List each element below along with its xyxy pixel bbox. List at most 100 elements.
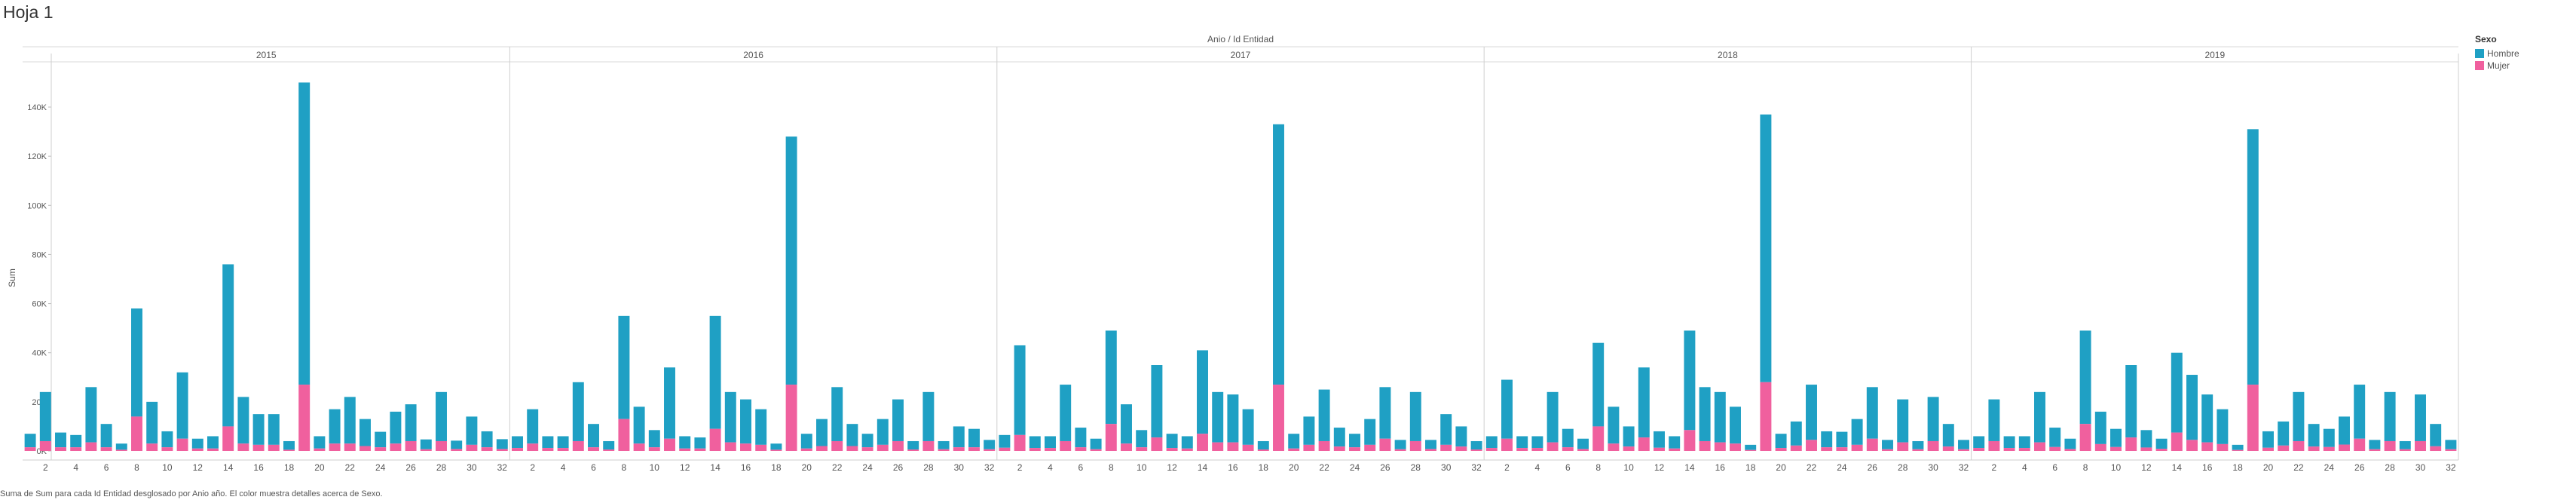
bar-mujer-2015-7 (115, 449, 127, 451)
bar-hombre-2018-6 (1562, 428, 1574, 448)
bar-mujer-2016-16 (740, 443, 751, 451)
bar-mujer-2016-17 (755, 444, 767, 451)
bar-mujer-2017-27 (1394, 449, 1406, 451)
legend-label-hombre: Hombre (2487, 48, 2519, 59)
bar-hombre-2017-13 (1181, 436, 1193, 449)
x-tick-label: 26 (2354, 462, 2365, 473)
bar-mujer-2015-26 (405, 440, 417, 451)
legend-swatch-mujer (2475, 61, 2484, 70)
bar-mujer-2016-23 (846, 446, 858, 451)
bar-mujer-2019-22 (2293, 440, 2305, 451)
bar-mujer-2018-12 (1654, 447, 1665, 451)
legend-swatch-hombre (2475, 49, 2484, 58)
bar-hombre-2019-16 (2201, 394, 2213, 443)
bar-mujer-2019-18 (2232, 449, 2244, 451)
bar-hombre-2019-11 (2125, 365, 2137, 438)
x-tick-label: 22 (1807, 462, 1817, 473)
bar-mujer-2019-17 (2217, 443, 2229, 451)
x-tick-label: 16 (2202, 462, 2213, 473)
bar-mujer-2015-11 (176, 438, 188, 451)
bar-hombre-2017-19 (1273, 124, 1284, 385)
bar-hombre-2017-10 (1136, 430, 1148, 448)
bar-hombre-2015-22 (344, 397, 356, 444)
bar-hombre-2017-3 (1029, 436, 1041, 449)
bar-hombre-2019-12 (2140, 430, 2152, 448)
legend-item-hombre[interactable]: Hombre (2475, 48, 2519, 60)
bar-mujer-2016-22 (831, 440, 843, 451)
bar-mujer-2017-28 (1409, 440, 1421, 451)
bar-hombre-2015-2 (39, 391, 51, 441)
bar-mujer-2017-16 (1227, 442, 1239, 451)
bar-mujer-2019-20 (2262, 447, 2274, 451)
bar-mujer-2019-16 (2201, 442, 2213, 451)
bar-mujer-2017-9 (1121, 443, 1132, 451)
bar-mujer-2015-6 (100, 447, 112, 451)
bar-mujer-2015-5 (85, 442, 97, 451)
bar-mujer-2017-8 (1105, 424, 1117, 451)
x-tick-label: 4 (2022, 462, 2027, 473)
bar-hombre-2017-9 (1121, 404, 1132, 444)
x-tick-label: 2 (43, 462, 48, 473)
bar-mujer-2019-4 (2018, 448, 2030, 451)
bar-mujer-2018-32 (1958, 449, 1969, 451)
bar-mujer-2015-13 (207, 448, 219, 451)
bar-hombre-2015-21 (329, 409, 341, 444)
bar-hombre-2019-2 (1988, 399, 2000, 441)
x-tick-label: 4 (1048, 462, 1053, 473)
bar-mujer-2017-25 (1364, 444, 1376, 451)
x-tick-label: 28 (923, 462, 934, 473)
bar-mujer-2016-5 (572, 440, 584, 451)
x-tick-label: 30 (954, 462, 965, 473)
x-tick-label: 20 (802, 462, 812, 473)
bar-mujer-2017-30 (1440, 444, 1452, 451)
y-tick-label: 60K (32, 300, 47, 309)
bar-mujer-2017-32 (1470, 449, 1482, 451)
bar-mujer-2018-10 (1623, 446, 1635, 451)
x-tick-label: 16 (1715, 462, 1726, 473)
bar-mujer-2015-32 (496, 449, 508, 451)
bar-mujer-2015-9 (146, 443, 158, 451)
bar-mujer-2017-7 (1090, 449, 1102, 451)
bar-mujer-2015-28 (436, 440, 447, 451)
bar-hombre-2015-25 (390, 411, 402, 444)
bar-hombre-2018-26 (1866, 387, 1878, 439)
bar-mujer-2015-30 (466, 444, 478, 451)
bar-mujer-2017-23 (1333, 446, 1345, 451)
bar-hombre-2019-25 (2339, 416, 2350, 445)
bar-hombre-2019-7 (2064, 438, 2076, 449)
legend-item-mujer[interactable]: Mujer (2475, 60, 2519, 72)
bar-hombre-2018-5 (1547, 391, 1559, 443)
bar-hombre-2017-17 (1242, 409, 1254, 445)
bar-hombre-2016-10 (648, 430, 660, 448)
bar-hombre-2019-21 (2278, 421, 2290, 446)
bar-hombre-2015-9 (146, 401, 158, 444)
bar-hombre-2015-16 (252, 414, 265, 445)
bar-mujer-2018-22 (1806, 440, 1817, 451)
bar-mujer-2019-15 (2186, 440, 2198, 451)
bar-mujer-2016-9 (633, 443, 645, 451)
bar-hombre-2016-30 (953, 426, 965, 448)
legend: Sexo Hombre Mujer (2475, 34, 2519, 72)
x-tick-label: 12 (1654, 462, 1665, 473)
x-tick-label: 16 (1228, 462, 1238, 473)
bar-hombre-2018-14 (1684, 330, 1696, 431)
bar-hombre-2019-22 (2293, 391, 2305, 441)
bar-mujer-2019-11 (2125, 437, 2137, 451)
bar-hombre-2018-32 (1958, 440, 1969, 449)
bar-hombre-2017-15 (1212, 391, 1224, 443)
bar-mujer-2018-13 (1669, 448, 1681, 451)
bar-hombre-2019-29 (2399, 440, 2411, 449)
bar-hombre-2015-29 (451, 440, 463, 449)
bar-hombre-2017-27 (1394, 440, 1406, 449)
bar-mujer-2016-27 (907, 449, 919, 451)
bar-mujer-2018-5 (1547, 442, 1559, 451)
bar-mujer-2015-3 (55, 447, 66, 451)
x-tick-label: 30 (467, 462, 477, 473)
bar-mujer-2016-32 (984, 449, 996, 451)
bar-mujer-2019-19 (2247, 385, 2259, 451)
x-tick-label: 8 (2083, 462, 2088, 473)
bar-hombre-2016-26 (892, 399, 904, 441)
bar-hombre-2016-31 (968, 428, 980, 448)
bar-hombre-2019-1 (1973, 436, 1985, 449)
bar-mujer-2019-12 (2140, 447, 2152, 451)
